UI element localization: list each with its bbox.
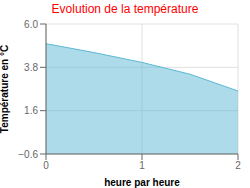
svg-text:3.8: 3.8	[24, 62, 38, 73]
svg-text:−0.6: −0.6	[18, 149, 38, 160]
svg-text:1: 1	[139, 160, 145, 171]
svg-text:heure par heure: heure par heure	[104, 177, 180, 188]
svg-text:2: 2	[235, 160, 241, 171]
svg-text:Température en °C: Température en °C	[8, 45, 10, 133]
svg-text:6.0: 6.0	[24, 19, 38, 30]
html-text:Evolution de la température: Evolution de la température	[51, 2, 199, 16]
svg-text:0: 0	[43, 160, 49, 171]
svg-text:1.6: 1.6	[24, 105, 38, 116]
